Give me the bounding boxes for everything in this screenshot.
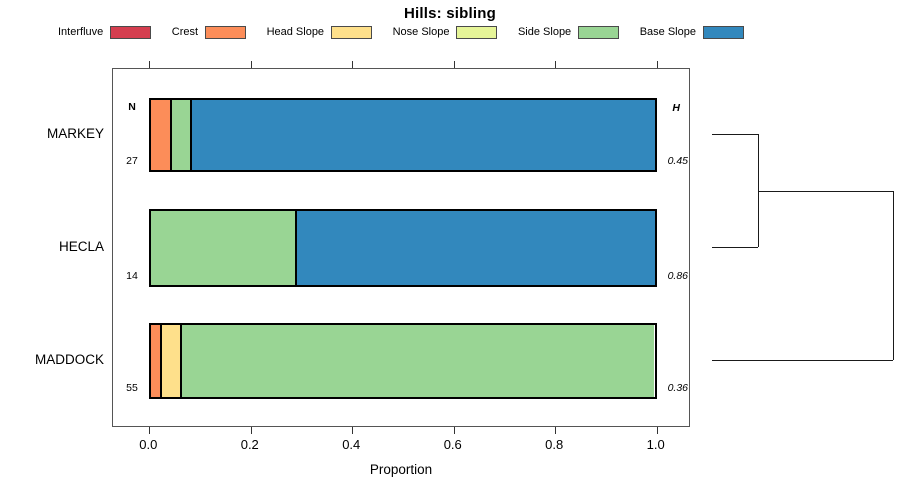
legend-swatch-icon <box>110 25 152 39</box>
dendrogram-line <box>712 360 893 361</box>
legend: Interfluve Crest Head Slope Nose Slope Side … <box>58 23 744 41</box>
x-tick <box>453 61 455 68</box>
n-value: 27 <box>126 155 138 167</box>
h-value: 0.45 <box>667 155 688 167</box>
bar-hecla <box>149 209 657 287</box>
x-tick <box>250 427 252 434</box>
segment-base-slope <box>294 211 655 285</box>
legend-swatch-icon <box>702 25 744 39</box>
legend-item-crest: Crest <box>171 25 247 39</box>
x-tick-label: 0.2 <box>240 437 259 452</box>
h-value: 0.36 <box>667 382 688 394</box>
h-column-header: H <box>672 102 680 114</box>
legend-label: Nose Slope <box>392 26 450 38</box>
x-tick <box>149 427 151 434</box>
dendrogram-line <box>758 134 759 247</box>
y-label-markey: MARKEY <box>46 126 104 141</box>
legend-label: Side Slope <box>517 26 572 38</box>
x-tick-label: 0.6 <box>443 437 462 452</box>
legend-swatch-icon <box>331 25 373 39</box>
x-tick <box>149 61 151 68</box>
x-tick-label: 0.0 <box>139 437 158 452</box>
legend-item-head-slope: Head Slope <box>266 25 373 39</box>
dendrogram-line <box>893 191 894 360</box>
legend-swatch-icon <box>205 25 247 39</box>
bar-markey <box>149 98 657 172</box>
segment-side-slope <box>180 325 655 397</box>
bar-maddock <box>149 323 657 399</box>
dendrogram-line <box>758 191 893 192</box>
x-tick <box>250 61 252 68</box>
y-label-maddock: MADDOCK <box>34 352 104 367</box>
n-value: 14 <box>126 270 138 282</box>
segment-head-slope <box>160 325 181 397</box>
legend-swatch-icon <box>578 25 620 39</box>
legend-label: Interfluve <box>58 26 104 38</box>
n-value: 55 <box>126 382 138 394</box>
x-tick <box>555 427 557 434</box>
segment-crest <box>151 100 170 170</box>
n-column-header: N <box>128 101 136 113</box>
x-tick <box>656 427 658 434</box>
legend-label: Base Slope <box>639 26 696 38</box>
plot-area: N H 27 0.45 14 0.86 55 0.36 <box>112 61 690 434</box>
dendrogram-line <box>712 247 758 248</box>
chart-title: Hills: sibling <box>404 5 496 22</box>
x-tick <box>352 427 354 434</box>
legend-swatch-icon <box>456 25 498 39</box>
h-value: 0.86 <box>667 270 688 282</box>
x-tick <box>656 61 658 68</box>
y-label-hecla: HECLA <box>58 239 104 254</box>
legend-item-interfluve: Interfluve <box>58 25 152 39</box>
legend-item-base-slope: Base Slope <box>639 25 744 39</box>
dendrogram-line <box>712 134 758 135</box>
legend-item-nose-slope: Nose Slope <box>392 25 498 39</box>
segment-side-slope <box>151 211 295 285</box>
legend-label: Head Slope <box>266 26 325 38</box>
legend-label: Crest <box>171 26 199 38</box>
legend-item-side-slope: Side Slope <box>517 25 620 39</box>
segment-base-slope <box>190 100 655 170</box>
x-tick <box>555 61 557 68</box>
x-tick-label: 0.4 <box>342 437 361 452</box>
x-tick-label: 1.0 <box>646 437 665 452</box>
x-axis-title: Proportion <box>369 462 433 477</box>
x-tick-label: 0.8 <box>545 437 564 452</box>
x-tick <box>453 427 455 434</box>
segment-side-slope <box>169 100 191 170</box>
x-tick <box>352 61 354 68</box>
segment-crest <box>151 325 161 397</box>
